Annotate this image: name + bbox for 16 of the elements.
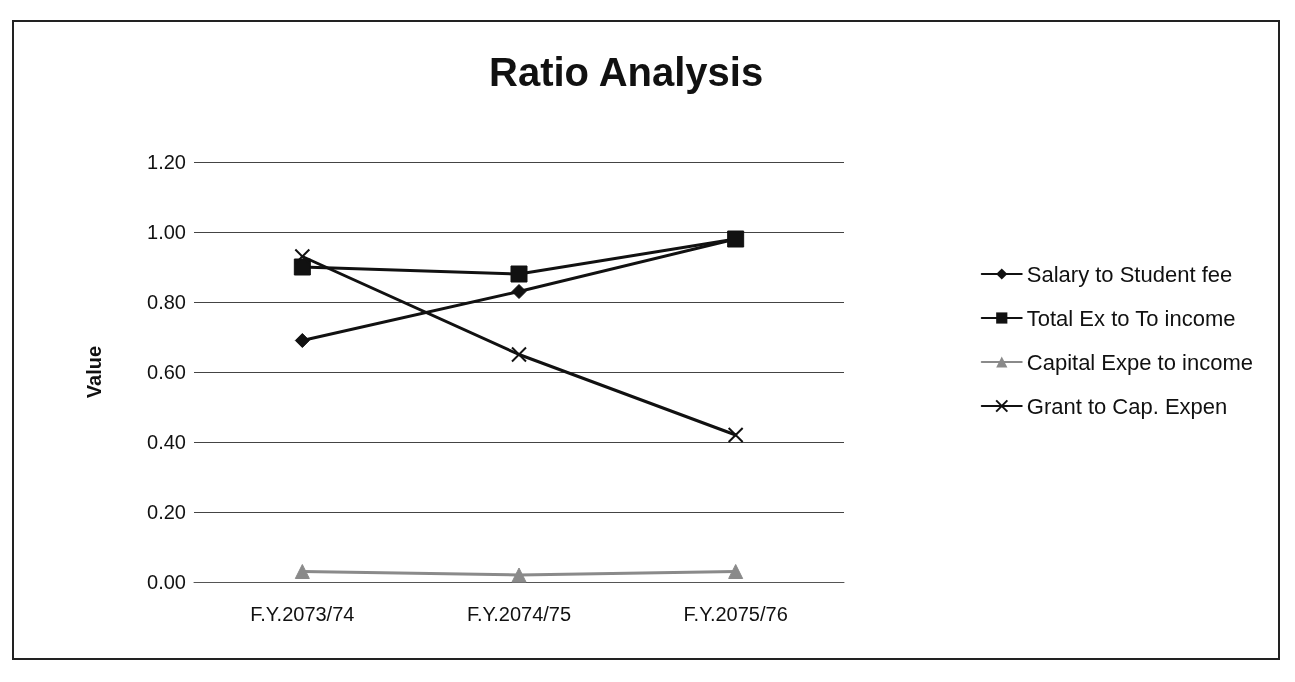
legend-label: Salary to Student fee [1026, 261, 1233, 287]
legend-label: Grant to Cap. Expen [1026, 393, 1228, 419]
chart-title: Ratio Analysis [489, 50, 764, 94]
y-tick-label: 0.60 [147, 361, 186, 383]
y-tick-label: 0.80 [147, 291, 186, 313]
legend-label: Capital Expe to income [1026, 349, 1253, 375]
y-tick-label: 1.20 [147, 151, 186, 173]
y-tick-label: 1.00 [147, 221, 186, 243]
y-axis-title: Value [83, 345, 105, 399]
y-tick-label: 0.20 [147, 501, 186, 523]
legend-label: Total Ex to To income [1026, 305, 1236, 331]
x-tick-label: F.Y.2074/75 [466, 603, 572, 625]
y-tick-label: 0.00 [147, 571, 186, 593]
x-tick-label: F.Y.2073/74 [250, 603, 355, 625]
x-tick-label: F.Y.2075/76 [683, 603, 788, 625]
y-tick-label: 0.40 [147, 431, 186, 453]
